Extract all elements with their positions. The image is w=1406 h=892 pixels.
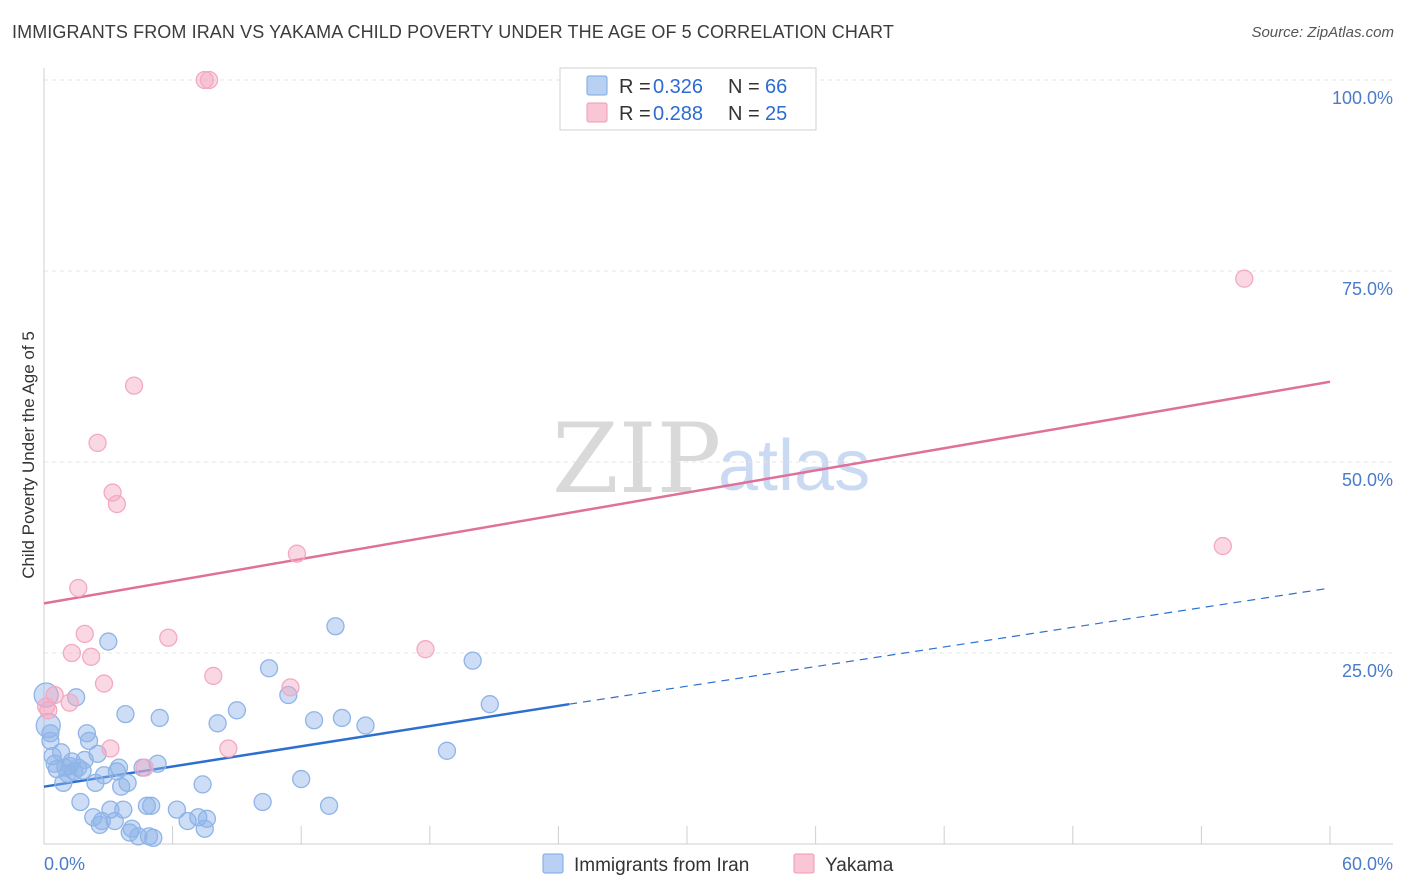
point-series-1-19	[281, 678, 300, 697]
point-series-0-60	[356, 716, 375, 735]
y-axis-label: Child Poverty Under the Age of 5	[19, 331, 38, 579]
point-series-1-18	[219, 739, 238, 758]
point-series-0-29	[109, 758, 129, 777]
bottom-legend-label-yakama: Yakama	[825, 855, 894, 876]
point-series-0-49	[197, 809, 217, 828]
point-series-1-24	[36, 697, 56, 716]
point-series-0-36	[129, 827, 148, 846]
point-series-1-14	[159, 628, 178, 647]
y-tick-labels: 25.0% 50.0% 75.0% 100.0%	[1332, 88, 1393, 681]
point-series-0-45	[178, 811, 197, 831]
point-series-0-32	[116, 704, 135, 724]
point-series-0-53	[259, 659, 279, 678]
point-series-1-4	[69, 578, 88, 598]
point-series-1-8	[94, 674, 114, 693]
point-series-1-9	[101, 739, 120, 758]
point-series-0-50	[208, 714, 227, 733]
point-series-0-62	[463, 651, 482, 670]
point-series-1-23	[1213, 536, 1232, 556]
point-series-1-2	[60, 693, 79, 712]
point-series-1-12	[124, 376, 144, 395]
trend-line-iran	[43, 702, 570, 788]
data-points	[33, 70, 1254, 848]
point-series-1-5	[75, 624, 94, 644]
point-series-0-55	[292, 769, 311, 789]
legend-n-value-iran: 66	[765, 76, 787, 98]
point-series-1-3	[62, 643, 82, 663]
point-series-1-10	[103, 483, 122, 502]
bottom-legend-label-iran: Immigrants from Iran	[574, 855, 749, 876]
point-series-0-61	[437, 741, 457, 760]
point-series-1-21	[416, 640, 435, 659]
x-tick-labels: 0.0% 60.0%	[44, 854, 1393, 874]
point-series-0-31	[114, 800, 133, 819]
source-attribution: Source: ZipAtlas.com	[1251, 24, 1394, 41]
point-series-0-2	[41, 724, 60, 743]
point-series-1-17	[204, 666, 223, 686]
point-series-0-40	[142, 796, 161, 815]
point-series-0-52	[253, 792, 272, 812]
y-tick-label-0: 25.0%	[1342, 661, 1393, 681]
legend-r-value-iran: 0.326	[653, 76, 703, 98]
point-series-1-6	[82, 647, 101, 666]
point-series-0-56	[304, 711, 324, 730]
bottom-legend-swatch-iran	[542, 853, 564, 874]
legend-n-value-yakama: 25	[765, 103, 787, 125]
trend-line-yakama	[43, 380, 1331, 605]
y-tick-label-3: 100.0%	[1332, 88, 1393, 108]
point-series-0-44	[167, 800, 187, 819]
point-series-0-63	[480, 695, 499, 714]
legend-r-label-iran: R =	[619, 76, 651, 98]
point-series-0-38	[137, 796, 157, 815]
legend-swatch-iran	[586, 75, 608, 96]
point-series-0-57	[319, 796, 339, 815]
bottom-legend: Immigrants from Iran Yakama	[542, 853, 894, 876]
legend-r-value-yakama: 0.288	[653, 103, 703, 125]
y-tick-label-1: 50.0%	[1342, 470, 1393, 490]
y-tick-label-2: 75.0%	[1342, 279, 1393, 299]
point-series-0-7	[54, 773, 73, 793]
legend-n-label-yakama: N =	[728, 103, 760, 125]
legend-r-label-yakama: R =	[619, 103, 651, 125]
point-series-1-15	[195, 70, 214, 90]
x-tick-label-min: 0.0%	[44, 854, 85, 874]
point-series-1-20	[287, 544, 307, 563]
point-series-0-58	[326, 617, 345, 636]
point-series-0-26	[101, 800, 120, 819]
watermark-zip: ZIP	[552, 403, 721, 515]
point-series-1-16	[199, 70, 219, 90]
point-series-0-25	[99, 632, 118, 651]
point-series-0-14	[71, 792, 90, 812]
point-series-0-43	[150, 708, 169, 728]
point-series-1-13	[135, 758, 154, 777]
legend-n-label-iran: N =	[728, 76, 760, 98]
point-series-1-7	[88, 433, 107, 453]
point-series-1-11	[107, 494, 127, 514]
point-series-0-18	[79, 731, 99, 751]
point-series-0-47	[193, 775, 212, 794]
legend-swatch-yakama	[586, 102, 608, 123]
grid	[44, 79, 1393, 654]
watermark: ZIP atlas	[552, 403, 870, 515]
point-series-1-22	[1235, 269, 1254, 288]
point-series-0-65	[62, 752, 82, 771]
point-series-0-59	[332, 708, 352, 728]
chart-title: IMMIGRANTS FROM IRAN VS YAKAMA CHILD POV…	[12, 22, 894, 42]
x-tick-label-max: 60.0%	[1342, 854, 1393, 874]
point-series-0-41	[144, 828, 163, 848]
trend-line-iran-extrapolated	[569, 587, 1331, 705]
point-series-0-51	[227, 701, 247, 720]
point-series-0-33	[118, 773, 137, 793]
bottom-legend-swatch-yakama	[793, 853, 815, 874]
trend-lines	[43, 380, 1331, 788]
point-series-0-64	[41, 731, 60, 751]
top-legend: R = 0.326 N = 66 R = 0.288 N = 25	[559, 67, 817, 131]
